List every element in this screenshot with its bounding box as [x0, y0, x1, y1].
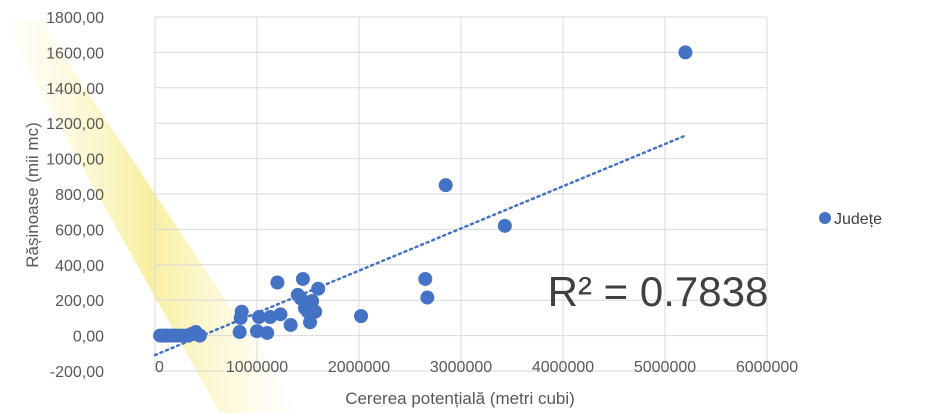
data-point	[270, 275, 285, 290]
data-point	[260, 325, 275, 340]
data-point	[295, 271, 310, 286]
y-tick-label: 600,00	[55, 222, 104, 239]
legend: Județe	[819, 211, 882, 228]
y-tick-label: 400,00	[55, 258, 104, 275]
x-axis-title: Cererea potențială (metri cubi)	[345, 389, 575, 408]
y-tick-label: 0,00	[73, 329, 104, 346]
data-point	[678, 45, 693, 60]
data-point	[354, 309, 369, 324]
y-tick-label: 1600,00	[46, 45, 104, 62]
data-point	[438, 178, 453, 193]
data-point	[234, 304, 249, 319]
data-point	[308, 304, 323, 319]
data-point	[232, 325, 247, 340]
x-tick-label: 6000000	[736, 359, 798, 376]
data-point	[192, 328, 207, 343]
data-point	[305, 294, 320, 309]
data-point	[273, 307, 288, 322]
y-tick-label: 1200,00	[46, 116, 104, 133]
r-squared-annotation: R² = 0.7838	[548, 268, 769, 315]
x-tick-labels: 0 1000000 2000000 3000000 4000000 5000000 6000…	[155, 359, 798, 376]
x-tick-label: 1000000	[226, 359, 288, 376]
x-tick-label: 2000000	[328, 359, 390, 376]
y-tick-label: 800,00	[55, 187, 104, 204]
y-tick-label: -200,00	[50, 364, 104, 381]
x-tick-label: 0	[155, 359, 164, 376]
legend-label: Județe	[834, 211, 882, 228]
x-tick-label: 3000000	[430, 359, 492, 376]
data-point	[418, 271, 433, 286]
y-tick-label: 1800,00	[46, 10, 104, 27]
data-point	[311, 281, 326, 296]
legend-marker	[819, 212, 831, 224]
data-point	[497, 218, 512, 233]
data-points	[153, 45, 693, 343]
trendline	[153, 134, 687, 357]
x-tick-label: 4000000	[532, 359, 594, 376]
y-axis-title: Rășinoase (mii mc)	[23, 122, 42, 267]
data-point	[303, 315, 318, 330]
y-tick-label: 1000,00	[46, 152, 104, 169]
y-tick-label: 1400,00	[46, 81, 104, 98]
data-point	[252, 310, 267, 325]
trendline-layer	[153, 134, 687, 357]
y-tick-label: 200,00	[55, 293, 104, 310]
data-point	[420, 290, 435, 305]
data-point	[283, 317, 298, 332]
y-tick-labels: -200,00 0,00 200,00 400,00 600,00 800,00 1000,…	[46, 10, 104, 381]
x-tick-label: 5000000	[634, 359, 696, 376]
